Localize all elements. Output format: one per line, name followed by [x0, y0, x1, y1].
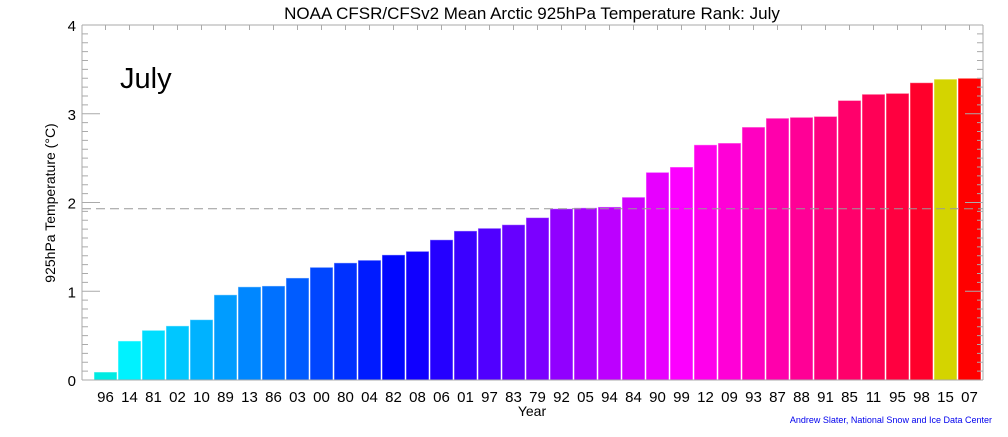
bar-11: [861, 93, 886, 381]
x-tick-label: 93: [745, 389, 762, 406]
bar-00: [309, 266, 334, 381]
bar-94: [597, 206, 622, 381]
x-tick-label: 80: [337, 389, 354, 406]
bar-06: [429, 239, 454, 381]
bar-05: [573, 207, 598, 381]
bar-81: [141, 329, 166, 381]
x-tick-label: 15: [937, 389, 954, 406]
bar-13: [237, 286, 262, 381]
bar-99: [669, 166, 694, 381]
x-tick-label: 83: [505, 389, 522, 406]
y-axis-label: 925hPa Temperature (°C): [42, 123, 58, 282]
bar-09: [717, 142, 742, 381]
credit-text: Andrew Slater, National Snow and Ice Dat…: [790, 415, 992, 425]
x-tick-label: 11: [866, 389, 882, 406]
bar-87: [765, 117, 790, 381]
bar-83: [501, 224, 526, 381]
x-tick-label: 97: [481, 389, 498, 406]
x-tick-label: 89: [217, 389, 234, 406]
bar-88: [789, 116, 814, 381]
x-tick-label: 79: [529, 389, 546, 406]
x-tick-label: 08: [409, 389, 426, 406]
x-tick-label: 14: [121, 389, 138, 406]
y-tick-label: 4: [68, 18, 76, 35]
x-tick-label: 85: [841, 389, 858, 406]
bar-03: [285, 277, 310, 381]
x-tick-label: 90: [649, 389, 666, 406]
x-tick-label: 09: [721, 389, 738, 406]
bar-08: [405, 250, 430, 381]
bar-90: [645, 171, 670, 381]
y-tick-label: 0: [68, 373, 76, 390]
bar-80: [333, 262, 358, 381]
x-tick-label: 98: [913, 389, 930, 406]
bar-79: [525, 217, 550, 381]
x-tick-label: 04: [361, 389, 378, 406]
x-tick-label: 91: [817, 389, 834, 406]
x-tick-label: 86: [265, 389, 282, 406]
bar-15: [933, 78, 958, 381]
x-tick-label: 82: [385, 389, 402, 406]
x-tick-label: 06: [433, 389, 450, 406]
bar-96: [93, 371, 118, 381]
x-tick-label: 00: [313, 389, 330, 406]
x-tick-label: 87: [769, 389, 786, 406]
bar-86: [261, 285, 286, 381]
bar-93: [741, 126, 766, 381]
bar-85: [837, 99, 862, 381]
x-tick-label: 92: [553, 389, 570, 406]
x-tick-label: 13: [241, 389, 258, 406]
bar-98: [909, 82, 934, 381]
x-tick-label: 88: [793, 389, 810, 406]
bar-04: [357, 259, 382, 381]
bar-82: [381, 254, 406, 381]
bar-84: [621, 196, 646, 381]
x-tick-label: 10: [193, 389, 210, 406]
x-tick-label: 84: [625, 389, 642, 406]
bar-89: [213, 294, 238, 381]
bar-14: [117, 340, 142, 381]
x-tick-label: 96: [97, 389, 114, 406]
bar-95: [885, 92, 910, 381]
y-tick-label: 1: [68, 284, 76, 301]
bar-97: [477, 227, 502, 381]
bar-12: [693, 144, 718, 381]
y-tick-label: 2: [68, 196, 76, 213]
chart-title: NOAA CFSR/CFSv2 Mean Arctic 925hPa Tempe…: [284, 4, 780, 23]
x-tick-label: 07: [961, 389, 978, 406]
bar-92: [549, 208, 574, 381]
x-tick-label: 12: [697, 389, 714, 406]
x-tick-label: 94: [601, 389, 618, 406]
x-axis-label: Year: [518, 403, 547, 419]
bar-01: [453, 230, 478, 381]
month-annotation: July: [120, 63, 172, 95]
bar-10: [189, 319, 214, 381]
x-tick-label: 01: [457, 389, 474, 406]
y-tick-label: 3: [68, 107, 76, 124]
x-tick-label: 95: [889, 389, 906, 406]
x-tick-label: 02: [169, 389, 186, 406]
bar-91: [813, 115, 838, 381]
bar-02: [165, 325, 190, 381]
x-tick-label: 81: [145, 389, 162, 406]
x-tick-label: 03: [289, 389, 306, 406]
x-tick-label: 99: [673, 389, 690, 406]
x-tick-label: 05: [577, 389, 594, 406]
